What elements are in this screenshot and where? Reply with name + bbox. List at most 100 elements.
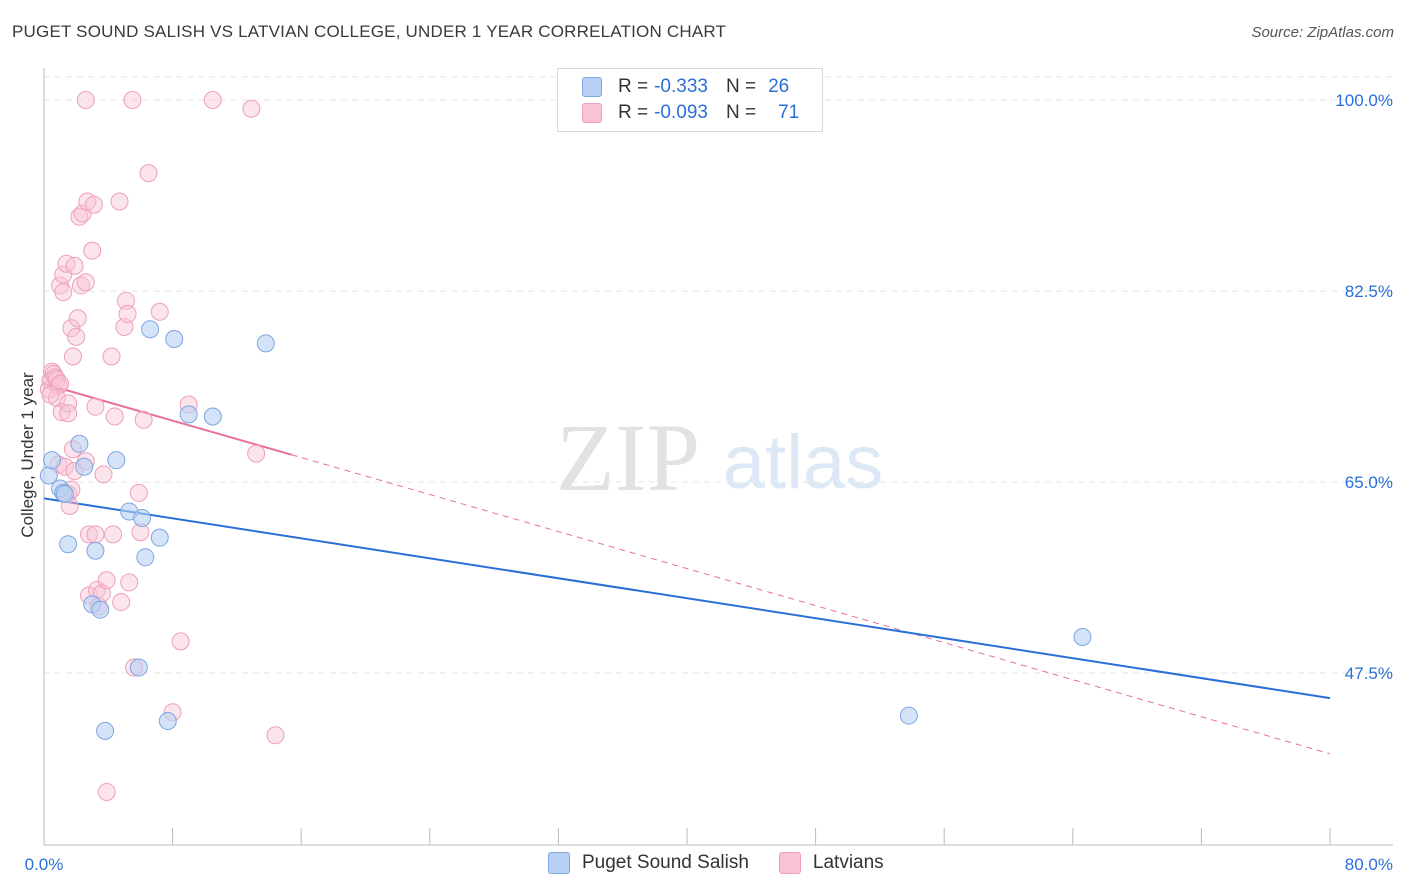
latvians-point (59, 404, 78, 423)
legend-row-latvians: R = -0.093 N = 71 (582, 100, 799, 126)
salish-point (256, 334, 275, 353)
blue-swatch (582, 77, 602, 97)
latvians-point (97, 571, 116, 590)
y-tick-label: 65.0% (1345, 473, 1393, 492)
salish-point (96, 721, 115, 740)
salish-point (75, 457, 94, 476)
legend-label-latvians: Latvians (812, 852, 884, 873)
latvians-point (139, 164, 158, 183)
latvians-point (112, 593, 131, 612)
salish-point (107, 451, 126, 470)
salish-point (165, 330, 184, 349)
latvians-point (68, 309, 87, 328)
latvians-point (76, 273, 95, 292)
y-tick-label: 47.5% (1345, 664, 1393, 683)
latvians-point (150, 302, 169, 321)
blue-swatch (548, 852, 570, 874)
pink-swatch (582, 103, 602, 123)
tick-labels: 100.0% 82.5% 65.0% 47.5% 0.0% 80.0% (25, 91, 1393, 874)
salish-point (179, 405, 198, 424)
y-axis-label: College, Under 1 year (18, 372, 37, 538)
latvians-trend-line (43, 382, 292, 456)
latvians-point (171, 632, 190, 651)
latvians-point (104, 525, 123, 544)
salish-point (91, 600, 110, 619)
latvians-point (80, 525, 99, 544)
latvians-point (86, 525, 105, 544)
latvians-point (70, 207, 89, 226)
latvians-point (266, 726, 285, 745)
salish-point (150, 528, 169, 547)
r-value: -0.333 (654, 76, 708, 97)
latvians-point (129, 483, 148, 502)
n-label: N = (725, 102, 757, 123)
salish-point (55, 485, 74, 504)
latvians-point (97, 782, 116, 801)
latvians-point (41, 385, 60, 404)
series-legend: Puget Sound Salish Latvians (548, 852, 914, 874)
latvians-point (76, 91, 95, 109)
chart-title: PUGET SOUND SALISH VS LATVIAN COLLEGE, U… (12, 22, 727, 41)
n-value: 26 (768, 76, 790, 97)
y-tick-label: 82.5% (1345, 282, 1393, 301)
salish-point (43, 451, 62, 470)
latvians-point (54, 283, 73, 302)
latvians-point (110, 192, 129, 211)
salish-point (203, 407, 222, 426)
r-label: R = (618, 102, 649, 123)
salish-point (1073, 627, 1092, 646)
latvians-point (84, 195, 103, 214)
n-value: 71 (778, 102, 800, 123)
latvians-point (63, 347, 82, 366)
latvians-point (105, 407, 124, 426)
latvians-point (134, 410, 153, 429)
latvians-point (44, 364, 63, 383)
latvians-point (203, 91, 222, 109)
salish-point (59, 535, 78, 554)
salish-point (141, 320, 160, 339)
trend-lines (43, 382, 1331, 755)
n-label: N = (725, 76, 757, 97)
latvians-point (120, 573, 139, 592)
salish-point (70, 434, 89, 453)
watermark-zip: ZIP (556, 404, 700, 511)
watermark-atlas: atlas (723, 420, 884, 505)
x-tick-label: 0.0% (25, 855, 64, 874)
latvians-trend-extended (291, 454, 1331, 755)
latvians-point (123, 91, 142, 109)
r-label: R = (618, 76, 649, 97)
correlation-legend: R = -0.333 N = 26 R = -0.093 N = 71 (557, 68, 823, 132)
latvians-point (94, 465, 113, 484)
salish-point (136, 548, 155, 567)
legend-item-latvians: Latvians (778, 852, 884, 874)
y-tick-label: 100.0% (1335, 91, 1393, 110)
data-points (39, 91, 1092, 801)
pink-swatch (778, 852, 801, 874)
latvians-point (67, 327, 86, 346)
legend-row-salish: R = -0.333 N = 26 (582, 74, 789, 100)
latvians-point (116, 291, 135, 310)
salish-trend-line (43, 497, 1331, 700)
zipatlas-watermark: ZIP atlas (556, 404, 883, 511)
grid-lines (44, 76, 1393, 674)
salish-point (129, 658, 148, 677)
salish-point (899, 706, 918, 725)
source-label: Source: ZipAtlas.com (1251, 24, 1394, 41)
latvians-point (247, 444, 266, 463)
latvians-point (65, 256, 84, 275)
latvians-point (62, 319, 81, 338)
salish-point (86, 541, 105, 560)
legend-label-salish: Puget Sound Salish (582, 852, 749, 873)
latvians-point (86, 397, 105, 416)
salish-point (133, 509, 152, 528)
salish-point (158, 712, 177, 731)
r-value: -0.093 (654, 102, 708, 123)
x-tick-label: 80.0% (1345, 855, 1393, 874)
latvians-point (59, 394, 78, 413)
latvians-point (83, 241, 102, 260)
legend-item-salish: Puget Sound Salish (548, 852, 749, 874)
latvians-point (118, 304, 137, 323)
latvians-point (71, 276, 90, 295)
latvians-point (242, 99, 261, 118)
